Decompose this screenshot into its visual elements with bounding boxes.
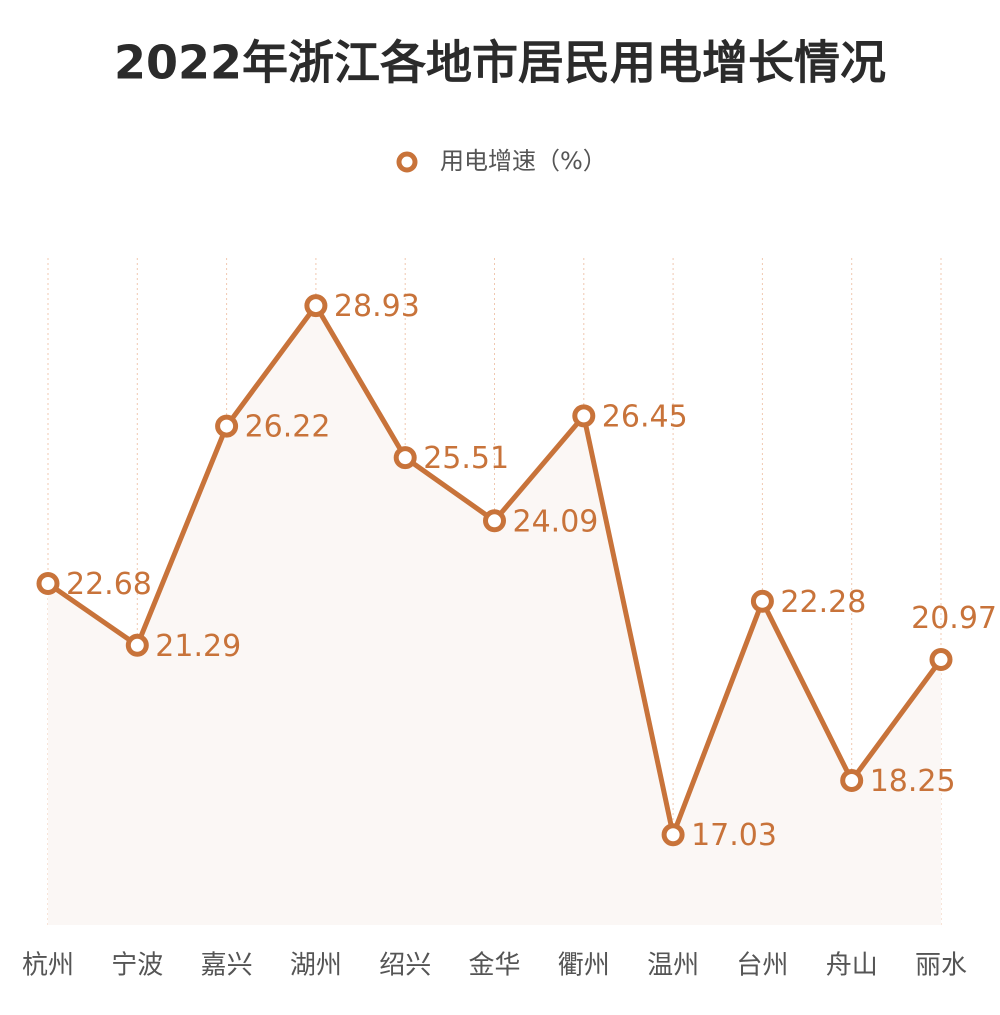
x-tick-label: 宁波 — [111, 951, 163, 981]
data-label: 26.45 — [602, 399, 688, 434]
chart-title: 2022年浙江各地市居民用电增长情况 — [114, 36, 886, 90]
data-label: 18.25 — [870, 764, 956, 799]
x-tick-label: 湖州 — [290, 951, 342, 981]
data-label: 20.97 — [911, 601, 997, 636]
point — [840, 768, 864, 792]
point — [125, 633, 149, 657]
x-tick-label: 舟山 — [826, 951, 878, 981]
point — [929, 648, 953, 672]
point — [215, 414, 239, 438]
data-label: 24.09 — [513, 504, 599, 539]
x-tick-label: 杭州 — [22, 951, 74, 981]
x-tick-label: 衢州 — [558, 951, 610, 981]
area — [48, 305, 941, 925]
data-label: 28.93 — [334, 289, 420, 324]
data-label: 21.29 — [155, 629, 241, 664]
x-tick-label: 绍兴 — [379, 951, 431, 981]
point — [661, 823, 685, 847]
point — [36, 571, 60, 595]
data-label: 22.28 — [780, 585, 866, 620]
legend-marker — [396, 151, 418, 173]
data-label: 26.22 — [245, 410, 331, 445]
point — [483, 509, 506, 533]
point — [393, 446, 417, 470]
data-label: 25.51 — [423, 441, 509, 476]
legend-label: 用电增速（%） — [440, 147, 607, 175]
point — [304, 294, 328, 318]
point — [572, 404, 596, 428]
x-tick-label: 台州 — [736, 951, 788, 981]
x-tick-label: 温州 — [647, 951, 699, 981]
x-tick-label: 丽水 — [915, 951, 967, 981]
x-tick-label: 嘉兴 — [201, 951, 253, 981]
x-tick-label: 金华 — [468, 951, 520, 981]
data-label: 22.68 — [66, 567, 152, 602]
data-label: 17.03 — [691, 818, 777, 853]
point — [750, 589, 774, 613]
